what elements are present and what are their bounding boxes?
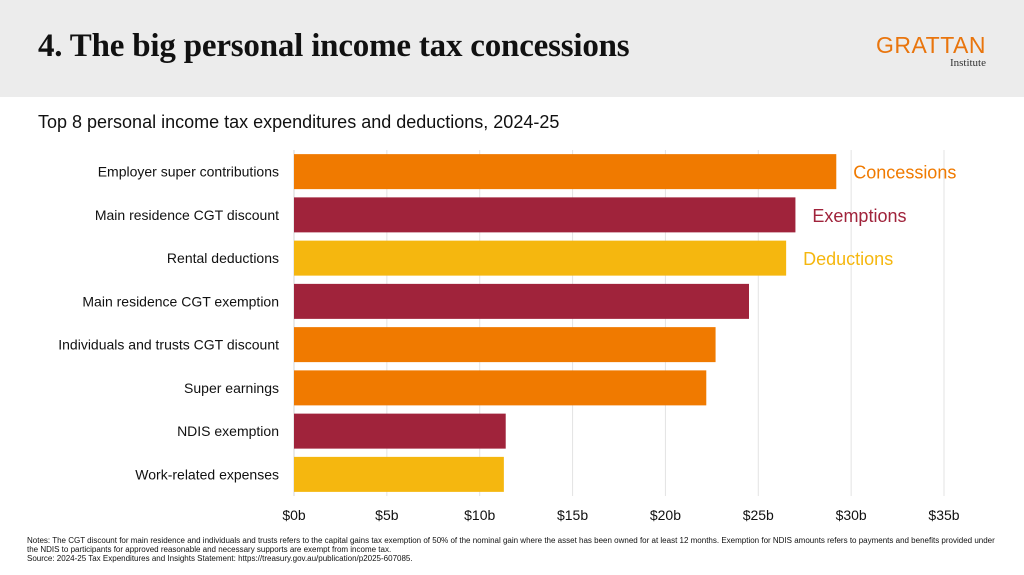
bar bbox=[294, 197, 796, 233]
source-text: Source: 2024-25 Tax Expenditures and Ins… bbox=[27, 554, 413, 563]
y-category-label: Main residence CGT discount bbox=[95, 207, 279, 223]
x-tick-label: $35b bbox=[928, 507, 959, 523]
chart-title: Top 8 personal income tax expenditures a… bbox=[38, 112, 560, 132]
x-tick-label: $5b bbox=[375, 507, 399, 523]
bar bbox=[294, 370, 707, 406]
bar-chart: $0b $5b $10b $15b $20b $25b $30b $35b Employer s… bbox=[58, 150, 960, 523]
bar bbox=[294, 413, 506, 449]
bar bbox=[294, 327, 716, 363]
y-category-label: Main residence CGT exemption bbox=[82, 293, 279, 309]
y-category-label: Individuals and trusts CGT discount bbox=[58, 337, 279, 353]
x-tick-label: $15b bbox=[557, 507, 588, 523]
notes-text: Notes: The CGT discount for main residen… bbox=[27, 536, 995, 554]
y-category-label: Rental deductions bbox=[167, 250, 279, 266]
logo-wordmark: GRATTAN bbox=[876, 32, 986, 58]
y-category-label: NDIS exemption bbox=[177, 423, 279, 439]
page-title: 4. The big personal income tax concessio… bbox=[38, 28, 630, 64]
bar bbox=[294, 283, 749, 319]
chart-notes: Notes: The CGT discount for main residen… bbox=[27, 536, 1002, 563]
x-tick-label: $30b bbox=[836, 507, 867, 523]
bar bbox=[294, 456, 504, 492]
x-tick-label: $0b bbox=[282, 507, 306, 523]
legend-label-concessions: Concessions bbox=[853, 163, 956, 183]
x-tick-label: $20b bbox=[650, 507, 681, 523]
legend-label-exemptions: Exemptions bbox=[812, 206, 906, 226]
logo-subtitle: Institute bbox=[949, 57, 986, 69]
bar bbox=[294, 240, 787, 276]
y-category-label: Employer super contributions bbox=[98, 164, 279, 180]
bar bbox=[294, 154, 837, 190]
legend-label-deductions: Deductions bbox=[803, 249, 893, 269]
x-tick-label: $25b bbox=[743, 507, 774, 523]
y-category-label: Work-related expenses bbox=[135, 466, 279, 482]
grattan-logo: GRATTAN Institute bbox=[876, 32, 986, 70]
header-band: 4. The big personal income tax concessio… bbox=[0, 0, 1024, 97]
x-tick-label: $10b bbox=[464, 507, 495, 523]
y-category-label: Super earnings bbox=[184, 380, 279, 396]
